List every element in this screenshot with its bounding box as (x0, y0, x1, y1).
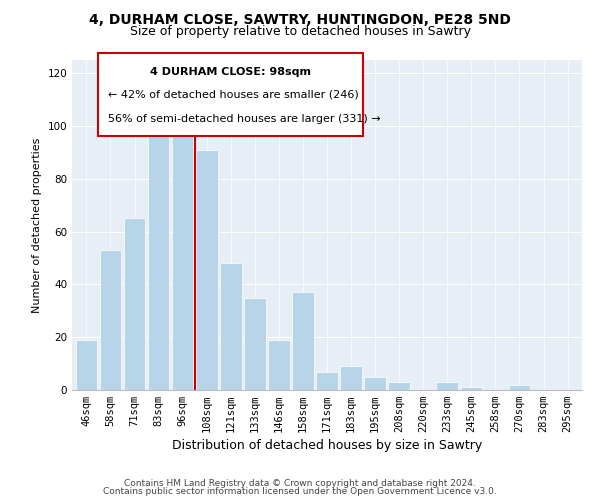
Bar (340, 366, 362, 390)
Bar (244, 298, 266, 390)
Bar (268, 340, 290, 390)
Bar (76, 340, 97, 390)
Bar (509, 384, 530, 390)
Text: Contains HM Land Registry data © Crown copyright and database right 2024.: Contains HM Land Registry data © Crown c… (124, 478, 476, 488)
Bar (364, 377, 386, 390)
Bar (148, 124, 169, 390)
Text: 56% of semi-detached houses are larger (331) →: 56% of semi-detached houses are larger (… (108, 114, 380, 124)
Bar (316, 372, 338, 390)
X-axis label: Distribution of detached houses by size in Sawtry: Distribution of detached houses by size … (172, 440, 482, 452)
Bar (172, 132, 193, 390)
Bar (436, 382, 458, 390)
Bar (461, 388, 482, 390)
Bar (196, 150, 218, 390)
Text: ← 42% of detached houses are smaller (246): ← 42% of detached houses are smaller (24… (108, 90, 358, 100)
Y-axis label: Number of detached properties: Number of detached properties (32, 138, 42, 312)
Bar (100, 250, 121, 390)
Text: Contains public sector information licensed under the Open Government Licence v3: Contains public sector information licen… (103, 487, 497, 496)
Bar (292, 292, 314, 390)
Bar (124, 218, 145, 390)
Text: 4, DURHAM CLOSE, SAWTRY, HUNTINGDON, PE28 5ND: 4, DURHAM CLOSE, SAWTRY, HUNTINGDON, PE2… (89, 12, 511, 26)
Text: 4 DURHAM CLOSE: 98sqm: 4 DURHAM CLOSE: 98sqm (149, 66, 311, 76)
Bar (388, 382, 410, 390)
FancyBboxPatch shape (97, 54, 362, 136)
Text: Size of property relative to detached houses in Sawtry: Size of property relative to detached ho… (130, 25, 470, 38)
Bar (220, 264, 242, 390)
